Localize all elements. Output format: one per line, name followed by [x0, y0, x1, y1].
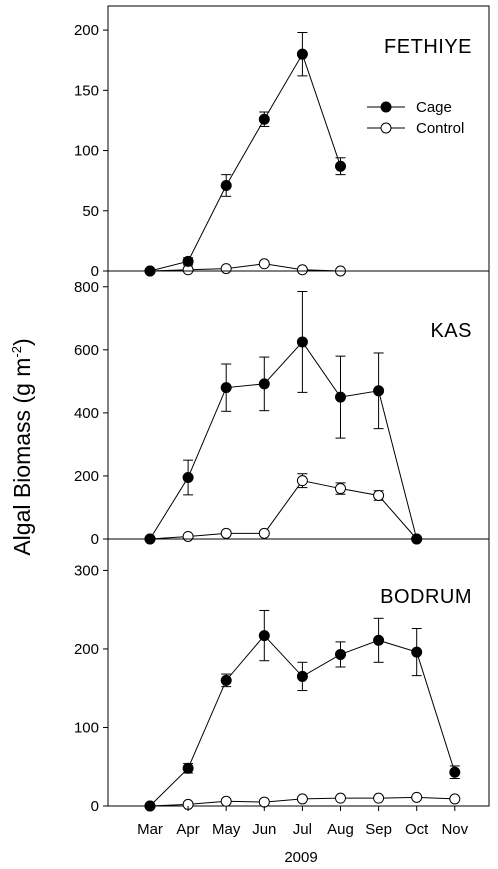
point-control: [296, 793, 308, 805]
point-control: [373, 792, 385, 804]
point-control: [258, 527, 270, 539]
y-tick-label: 200: [74, 468, 99, 485]
point-cage: [335, 648, 346, 660]
series-line-control: [149, 480, 418, 540]
point-cage: [373, 385, 385, 397]
y-tick-label: 200: [74, 641, 99, 658]
series-line-cage: [149, 341, 418, 540]
panel-bodrum: 0 100 200 300 BODRUM: [74, 538, 490, 815]
panel-kas: 0 200 400 600 800 KAS: [74, 270, 490, 548]
x-tick-label: Jul: [293, 821, 312, 838]
point-control: [373, 489, 385, 501]
y-tick-label: 300: [74, 562, 99, 579]
panel-frame: [107, 270, 490, 540]
x-axis-title: 2009: [284, 849, 317, 866]
y-tick-label: 600: [74, 342, 99, 359]
legend-control-label: Control: [416, 120, 464, 137]
legend-control-marker: [380, 122, 392, 134]
panel-title: BODRUM: [380, 586, 472, 608]
series-line-cage: [149, 52, 341, 272]
series-line-control: [149, 263, 341, 272]
x-tick-label: May: [212, 821, 241, 838]
point-control: [258, 258, 270, 270]
point-cage: [258, 630, 270, 642]
point-cage: [182, 472, 194, 484]
point-cage: [220, 674, 232, 686]
point-cage: [258, 378, 270, 390]
point-cage: [296, 336, 308, 348]
series-line-cage: [149, 634, 456, 807]
panel-fethiye: 0 50 100 150 200 FETHIYE: [74, 5, 490, 280]
legend: Cage Control: [367, 99, 464, 137]
y-axis-title: Algal Biomass (g m-2): [9, 338, 35, 555]
x-tick-label: Apr: [176, 821, 199, 838]
point-control: [220, 263, 232, 275]
point-cage: [182, 762, 194, 774]
point-cage: [335, 160, 346, 172]
point-cage: [335, 391, 346, 403]
point-control: [335, 792, 346, 804]
point-cage: [182, 255, 194, 267]
point-cage: [258, 113, 270, 125]
y-tick-label: 100: [74, 719, 99, 736]
x-tick-label: Sep: [365, 821, 392, 838]
y-tick-label: 400: [74, 405, 99, 422]
point-control: [449, 793, 461, 805]
y-tick-label: 50: [82, 203, 99, 220]
panel-frame: [107, 538, 490, 807]
point-control: [296, 475, 308, 487]
point-control: [258, 796, 270, 808]
x-tick-label: Nov: [441, 821, 468, 838]
point-cage: [373, 634, 385, 646]
panel-title: FETHIYE: [384, 36, 472, 58]
x-tick-label: Oct: [405, 821, 429, 838]
point-control: [182, 530, 194, 542]
point-control: [335, 483, 346, 495]
point-cage: [411, 646, 423, 658]
y-tick-label: 200: [74, 22, 99, 39]
x-tick-label: Aug: [327, 821, 354, 838]
point-cage: [449, 766, 461, 778]
point-cage: [220, 382, 232, 394]
point-control: [220, 795, 232, 807]
x-tick-label: Mar: [137, 821, 163, 838]
point-control: [296, 264, 308, 276]
point-control: [220, 527, 232, 539]
y-tick-label: 0: [91, 531, 99, 548]
legend-cage-marker: [380, 101, 392, 113]
y-tick-label: 100: [74, 143, 99, 160]
x-tick-label: Jun: [252, 821, 276, 838]
point-cage: [296, 48, 308, 60]
y-tick-label: 800: [74, 279, 99, 296]
point-cage: [296, 670, 308, 682]
point-cage: [220, 179, 232, 191]
y-tick-label: 0: [91, 263, 99, 280]
panels: 0 50 100 150 200 FETHIYE 0 200 400 600 800 KAS 0 100 2…: [74, 5, 490, 838]
point-control: [411, 791, 423, 803]
y-tick-label: 0: [91, 798, 99, 815]
legend-cage-label: Cage: [416, 99, 452, 116]
panel-title: KAS: [430, 320, 472, 342]
y-tick-label: 150: [74, 82, 99, 99]
